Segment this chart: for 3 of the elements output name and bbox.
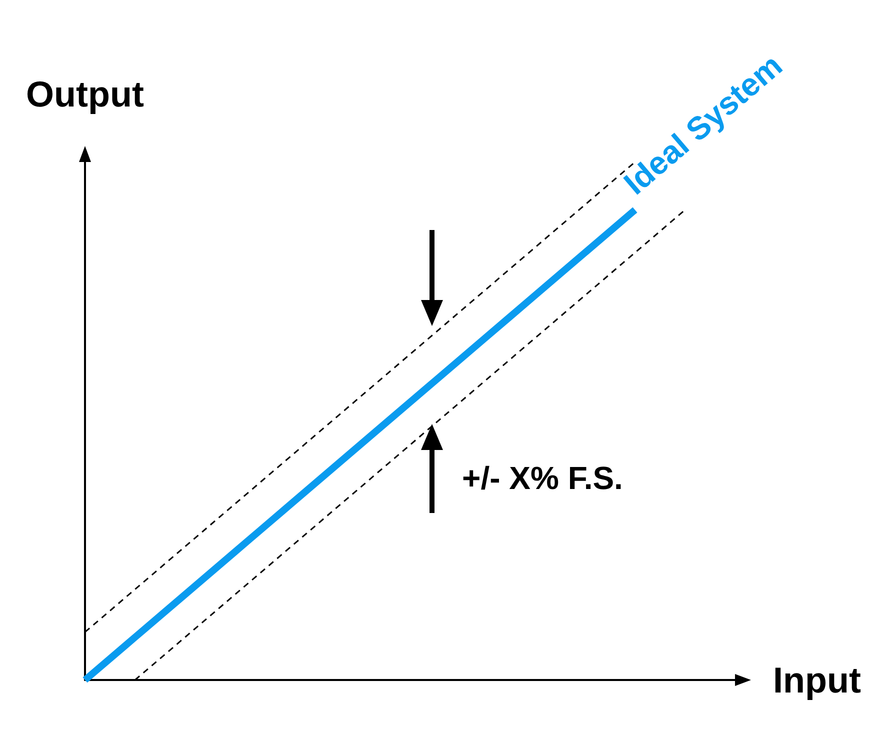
annotation: +/- X% F.S. bbox=[462, 460, 623, 496]
x-axis-title: Input bbox=[773, 660, 861, 700]
y-axis-title: Output bbox=[26, 74, 144, 114]
